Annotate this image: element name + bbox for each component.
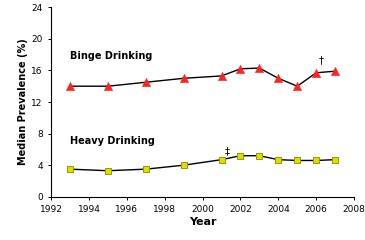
Point: [143, 167, 149, 171]
Point: [332, 158, 338, 162]
X-axis label: Year: Year: [189, 217, 216, 227]
Point: [219, 74, 224, 78]
Point: [219, 158, 224, 162]
Point: [275, 158, 281, 162]
Point: [238, 67, 243, 71]
Point: [181, 163, 187, 167]
Point: [313, 159, 319, 162]
Text: Heavy Drinking: Heavy Drinking: [70, 137, 155, 146]
Point: [257, 154, 262, 158]
Point: [313, 71, 319, 75]
Point: [257, 66, 262, 70]
Y-axis label: Median Prevalence (%): Median Prevalence (%): [19, 39, 28, 165]
Point: [275, 76, 281, 80]
Point: [238, 154, 243, 158]
Point: [105, 169, 111, 173]
Text: Binge Drinking: Binge Drinking: [70, 51, 153, 61]
Text: ‡: ‡: [224, 146, 230, 156]
Point: [181, 76, 187, 80]
Point: [67, 84, 73, 88]
Text: †: †: [319, 56, 324, 66]
Point: [332, 69, 338, 73]
Point: [67, 167, 73, 171]
Point: [294, 159, 300, 162]
Point: [294, 84, 300, 88]
Point: [143, 80, 149, 84]
Point: [105, 84, 111, 88]
